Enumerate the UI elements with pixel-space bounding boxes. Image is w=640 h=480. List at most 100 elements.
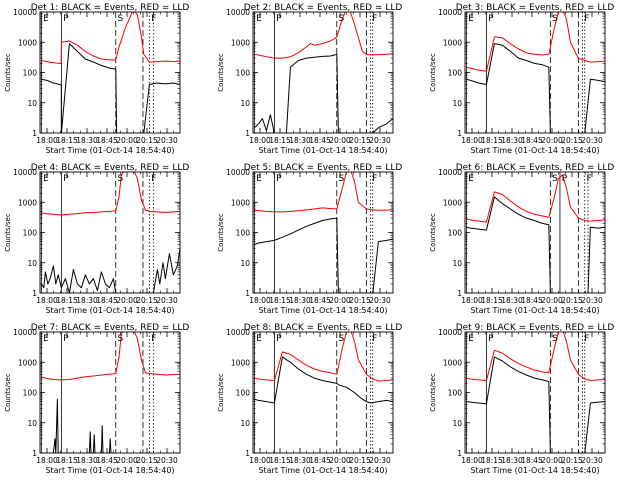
y-tick-label: 1 — [32, 289, 37, 298]
flag-label: P — [488, 334, 494, 344]
flag-label: P — [63, 334, 69, 344]
flag-label: S — [118, 334, 124, 344]
x-tick-label: 20:00 — [541, 136, 563, 145]
y-tick-label: 10 — [452, 259, 462, 268]
x-tick-label: 18:00 — [36, 296, 58, 305]
y-tick-label: 1000 — [443, 358, 462, 367]
x-axis-label: Start Time (01-Oct-14 18:54:40) — [258, 466, 387, 475]
y-tick-label: 10000 — [438, 328, 462, 337]
events-series-line — [254, 356, 393, 404]
x-tick-label: 20:15 — [349, 456, 371, 465]
x-axis-label: Start Time (01-Oct-14 18:54:40) — [470, 146, 599, 155]
x-tick-label: 18:00 — [36, 456, 58, 465]
detector-panel: Det 2: BLACK = Events, RED = LLD Counts/s… — [217, 3, 402, 155]
flag-label: S — [552, 14, 558, 24]
x-tick-label: 20:30 — [581, 296, 603, 305]
x-tick-label: 18:15 — [269, 296, 291, 305]
detector-panel: Det 4: BLACK = Events, RED = LLD Counts/s… — [4, 163, 189, 315]
panel-title: Det 8: BLACK = Events, RED = LLD — [244, 323, 403, 333]
y-tick-label: 10000 — [13, 168, 37, 177]
y-tick-label: 100 — [23, 229, 38, 238]
x-tick-label: 18:00 — [249, 296, 271, 305]
lld-series-line — [466, 332, 605, 381]
x-tick-label: 20:00 — [329, 456, 351, 465]
flag-label: F — [372, 334, 377, 344]
lld-series-line — [254, 172, 393, 213]
y-tick-label: 10 — [27, 419, 37, 428]
y-tick-label: 1000 — [231, 358, 250, 367]
x-axis-label: Start Time (01-Oct-14 18:54:40) — [258, 306, 387, 315]
flag-label: F — [151, 334, 156, 344]
flag-label: P — [63, 174, 69, 184]
y-tick-label: 1 — [32, 449, 37, 458]
events-series-line — [466, 43, 605, 133]
y-tick-label: 10 — [240, 259, 250, 268]
events-series-line — [41, 398, 116, 453]
x-tick-label: 20:15 — [349, 296, 371, 305]
x-tick-label: 18:45 — [309, 456, 331, 465]
x-tick-label: 18:15 — [56, 456, 78, 465]
x-tick-label: 20:00 — [329, 296, 351, 305]
x-tick-label: 18:45 — [309, 296, 331, 305]
flag-label: P — [488, 14, 494, 24]
y-tick-label: 100 — [448, 389, 463, 398]
y-tick-label: 1 — [245, 449, 250, 458]
y-tick-label: 10000 — [13, 8, 37, 17]
flag-label: E — [256, 334, 262, 344]
lld-series-line — [41, 332, 180, 381]
flag-label: E — [468, 334, 474, 344]
x-tick-label: 20:00 — [329, 136, 351, 145]
flag-label: S — [552, 334, 558, 344]
flag-label: P — [276, 14, 282, 24]
flag-label: S — [339, 174, 345, 184]
x-tick-label: 20:30 — [581, 456, 603, 465]
detector-panel: Det 5: BLACK = Events, RED = LLD Counts/s… — [217, 163, 402, 315]
x-tick-label: 20:30 — [156, 296, 178, 305]
x-tick-label: 20:15 — [136, 136, 158, 145]
x-tick-label: 18:30 — [289, 136, 311, 145]
x-tick-label: 18:15 — [481, 456, 503, 465]
x-tick-label: 20:15 — [561, 456, 583, 465]
x-axis-label: Start Time (01-Oct-14 18:54:40) — [45, 146, 174, 155]
lld-series-line — [254, 12, 393, 59]
flag-label: F — [372, 14, 377, 24]
y-tick-label: 100 — [23, 69, 38, 78]
y-tick-label: 1000 — [18, 198, 37, 207]
x-tick-label: 18:30 — [76, 296, 98, 305]
x-tick-label: 20:00 — [116, 296, 138, 305]
y-tick-label: 100 — [448, 69, 463, 78]
x-axis-label: Start Time (01-Oct-14 18:54:40) — [470, 466, 599, 475]
panel-title: Det 1: BLACK = Events, RED = LLD — [31, 3, 190, 13]
plot-frame — [252, 331, 394, 454]
y-tick-label: 1 — [245, 129, 250, 138]
y-axis-label: Counts/sec — [217, 53, 225, 92]
events-series-line — [466, 196, 605, 293]
panel-title: Det 7: BLACK = Events, RED = LLD — [31, 323, 190, 333]
flag-label: S — [118, 14, 124, 24]
y-tick-label: 10 — [240, 419, 250, 428]
flag-label: E — [468, 14, 474, 24]
y-tick-label: 10000 — [226, 328, 250, 337]
events-series-line — [254, 53, 393, 133]
y-tick-label: 10 — [452, 419, 462, 428]
detector-panel: Det 6: BLACK = Events, RED = LLD Counts/s… — [429, 163, 614, 315]
y-tick-label: 10000 — [438, 8, 462, 17]
x-tick-label: 20:30 — [581, 136, 603, 145]
y-tick-label: 1000 — [18, 38, 37, 47]
flag-label: P — [63, 14, 69, 24]
plot-frame — [464, 331, 606, 454]
detector-panel: Det 7: BLACK = Events, RED = LLD Counts/s… — [4, 323, 189, 475]
x-tick-label: 18:00 — [249, 456, 271, 465]
y-tick-label: 10 — [240, 99, 250, 108]
flag-label: F — [151, 174, 156, 184]
y-axis-label: Counts/sec — [4, 213, 12, 252]
x-tick-label: 20:15 — [349, 136, 371, 145]
plot-frame — [252, 11, 394, 134]
x-tick-label: 18:45 — [96, 296, 118, 305]
x-tick-label: 18:15 — [56, 136, 78, 145]
panel-title: Det 2: BLACK = Events, RED = LLD — [244, 3, 403, 13]
x-tick-label: 18:30 — [501, 136, 523, 145]
flag-label: E — [43, 14, 49, 24]
flag-label: P — [562, 174, 568, 184]
